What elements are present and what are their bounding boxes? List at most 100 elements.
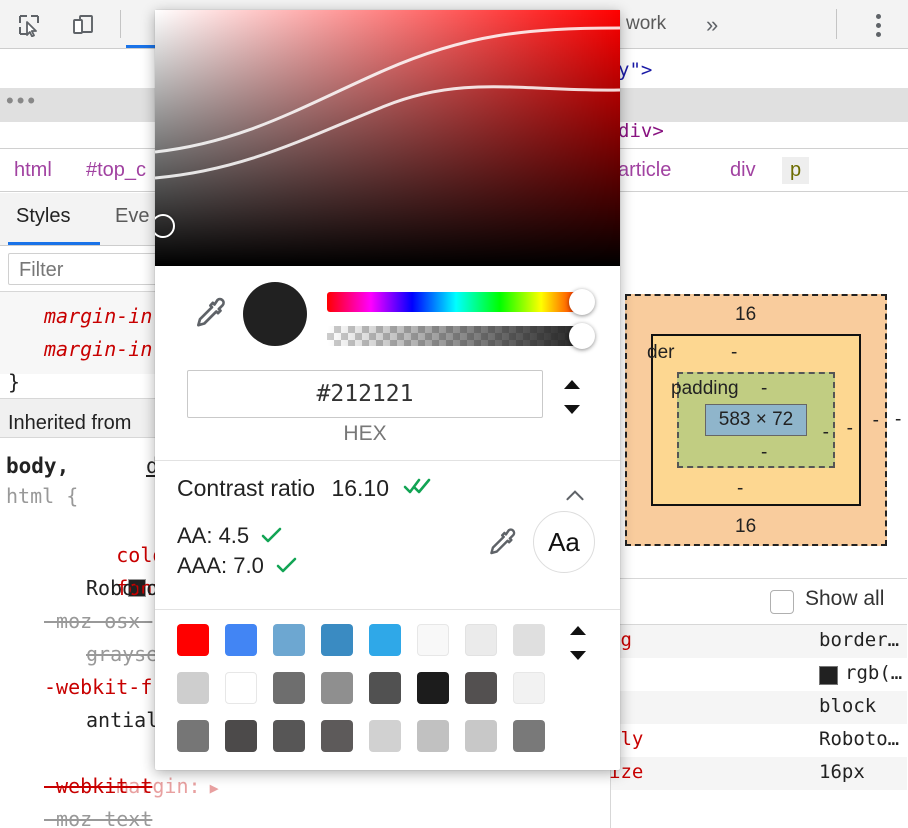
palette-spinner-icon[interactable] <box>563 626 593 660</box>
palette-swatch[interactable] <box>225 672 257 704</box>
padding-label: padding <box>671 378 739 399</box>
margin-right-value[interactable]: - <box>872 410 879 431</box>
palette-swatch[interactable] <box>273 624 305 656</box>
palette-swatch[interactable] <box>177 624 209 656</box>
contrast-threshold-curves <box>155 26 620 180</box>
contrast-eyedropper-icon[interactable] <box>483 525 519 561</box>
padding-top-value[interactable]: - <box>761 378 768 399</box>
hex-input[interactable]: #212121 <box>187 370 543 418</box>
palette-swatch[interactable] <box>273 720 305 752</box>
box-model-margin: 16 16 - der - - - padding - - - 583 × 72 <box>625 294 887 546</box>
tab-event-listeners[interactable]: Eve <box>115 205 150 227</box>
dom-row[interactable]: div> <box>0 120 908 148</box>
palette-swatch[interactable] <box>273 672 305 704</box>
sv-color-handle[interactable] <box>155 214 175 238</box>
active-pane-underline <box>8 242 100 245</box>
padding-right-value[interactable]: - <box>822 422 829 443</box>
padding-bottom-value[interactable]: - <box>761 442 768 463</box>
css-declaration[interactable]: margin-in <box>44 337 153 361</box>
contrast-aa-label: AA: 4.5 <box>177 523 250 548</box>
contrast-section: Contrast ratio 16.10 AA: 4.5 A <box>155 460 620 609</box>
palette-swatch[interactable] <box>417 720 449 752</box>
sv-black-overlay <box>155 10 620 266</box>
css-declaration-webkit-text[interactable]: -webkit-t <box>44 774 153 798</box>
css-declaration-webkit-font-smoothing[interactable]: -webkit-f <box>44 675 153 699</box>
computed-row[interactable]: ize 16px <box>609 757 907 790</box>
computed-row[interactable]: ng border… <box>609 625 907 658</box>
palette-swatch[interactable] <box>465 672 497 704</box>
css-declaration[interactable]: margin-in <box>44 304 153 328</box>
check-icon <box>261 523 283 548</box>
color-swatch[interactable] <box>128 579 147 597</box>
inspect-element-icon[interactable] <box>12 8 46 42</box>
tab-network[interactable]: work <box>626 13 667 34</box>
margin-bottom-value[interactable]: 16 <box>735 516 757 537</box>
tab-styles[interactable]: Styles <box>16 205 71 227</box>
css-declaration-moz-text[interactable]: -moz-text <box>44 807 153 828</box>
palette-swatch[interactable] <box>225 720 257 752</box>
css-rule-close: } <box>8 370 21 394</box>
computed-styles-panel: 16 16 - der - - - padding - - - 583 × 72 <box>609 193 908 828</box>
computed-row[interactable]: rgb(… <box>611 658 907 691</box>
saturation-value-area[interactable] <box>155 10 620 266</box>
palette-swatch[interactable] <box>369 624 401 656</box>
css-selector-html[interactable]: html { <box>6 484 79 508</box>
contrast-ratio-heading: Contrast ratio 16.10 <box>177 475 433 502</box>
computed-value: rgb(… <box>845 662 903 684</box>
alpha-slider[interactable] <box>327 323 595 349</box>
device-toolbar-icon[interactable] <box>66 8 100 42</box>
dom-row[interactable]: y"> <box>0 52 908 88</box>
computed-row[interactable]: block <box>611 691 907 724</box>
hue-slider-knob[interactable] <box>569 289 595 315</box>
margin-top-value[interactable]: 16 <box>735 304 757 325</box>
css-declaration-margin[interactable]: margin: ▶ <box>116 774 219 798</box>
box-model-content[interactable]: 583 × 72 <box>705 404 807 436</box>
breadcrumb-item-article[interactable]: article <box>618 159 672 181</box>
palette-swatch[interactable] <box>465 624 497 656</box>
color-palette <box>155 609 620 770</box>
palette-swatch[interactable] <box>177 672 209 704</box>
color-picker-popup[interactable]: #212121 HEX Contrast ratio 16.10 AA: 4.5 <box>155 10 620 770</box>
border-bottom-value[interactable]: - <box>737 478 744 499</box>
breadcrumb-item-p[interactable]: p <box>782 157 810 184</box>
palette-swatch[interactable] <box>513 624 545 656</box>
format-spinner-icon[interactable] <box>557 380 587 414</box>
breadcrumb-item-top-c[interactable]: #top_c <box>86 159 147 181</box>
hex-input-row: #212121 HEX <box>155 362 620 460</box>
palette-swatch[interactable] <box>369 672 401 704</box>
palette-swatch[interactable] <box>321 624 353 656</box>
palette-swatch[interactable] <box>321 720 353 752</box>
palette-swatch[interactable] <box>513 672 545 704</box>
text-preview-badge[interactable]: Aa <box>533 511 595 573</box>
css-selector-body[interactable]: body, <box>6 454 70 478</box>
palette-swatch[interactable] <box>225 624 257 656</box>
border-right-value[interactable]: - <box>846 418 853 439</box>
computed-row[interactable]: ily Roboto… <box>609 724 907 757</box>
breadcrumb-item-html[interactable]: html <box>14 159 52 181</box>
breadcrumb-item-div[interactable]: div <box>730 159 756 181</box>
palette-swatch[interactable] <box>465 720 497 752</box>
palette-swatch[interactable] <box>417 624 449 656</box>
check-icon <box>276 553 298 578</box>
eyedropper-icon[interactable] <box>189 294 229 334</box>
box-model-padding: padding - - - 583 × 72 <box>671 372 835 468</box>
toolbar-divider-2 <box>836 9 837 39</box>
computed-value: border… <box>819 629 900 651</box>
palette-swatch[interactable] <box>417 672 449 704</box>
palette-swatch[interactable] <box>513 720 545 752</box>
content-size-value: 583 × 72 <box>718 409 794 430</box>
show-all-checkbox[interactable] <box>770 590 794 614</box>
kebab-menu-icon[interactable] <box>862 8 894 42</box>
palette-swatch[interactable] <box>321 672 353 704</box>
css-declaration-moz-osx[interactable]: -moz-osx- <box>44 609 153 633</box>
alpha-slider-knob[interactable] <box>569 323 595 349</box>
hue-slider[interactable] <box>327 289 595 315</box>
palette-swatch[interactable] <box>369 720 401 752</box>
contrast-ratio-label: Contrast ratio <box>177 475 316 501</box>
computed-value: Roboto… <box>819 728 900 750</box>
contrast-aa-row: AA: 4.5 <box>177 523 283 549</box>
more-tabs-chevron[interactable]: » <box>706 12 719 37</box>
chevron-up-icon[interactable] <box>562 483 588 509</box>
border-top-value[interactable]: - <box>731 342 738 363</box>
palette-swatch[interactable] <box>177 720 209 752</box>
